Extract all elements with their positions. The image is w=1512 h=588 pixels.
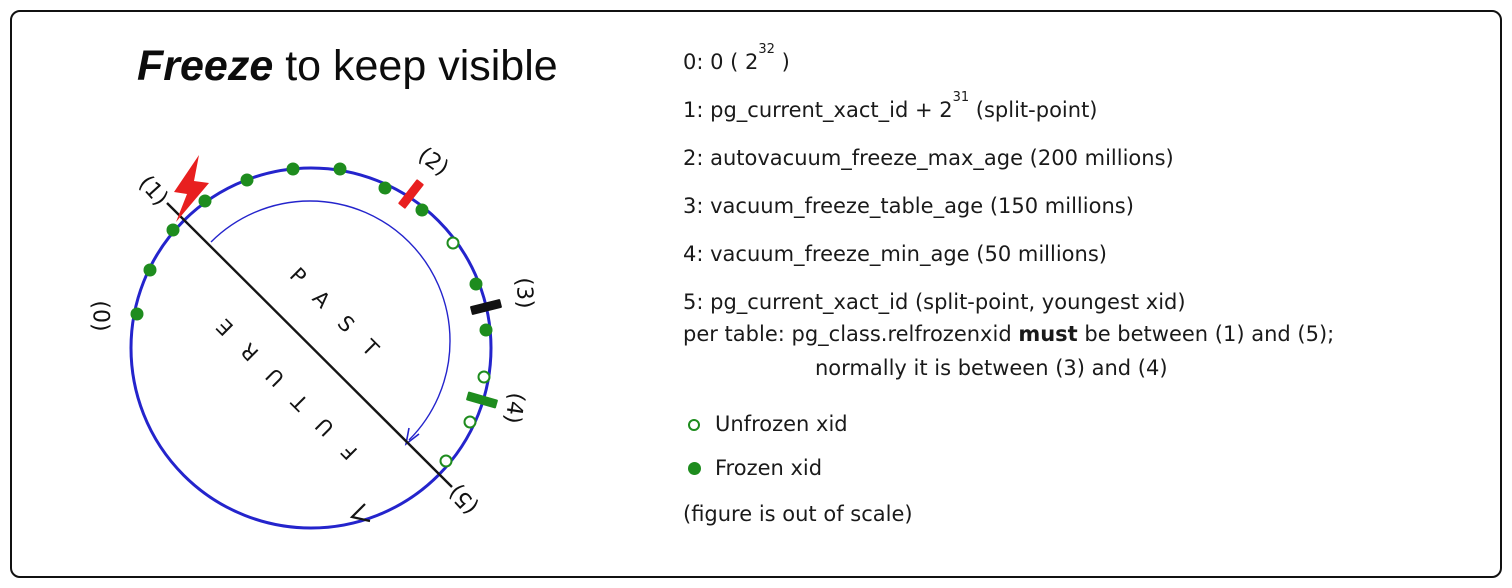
- frozen-xid-dot: [240, 173, 254, 187]
- list-item: 5: pg_current_xact_id (split-point, youn…: [683, 290, 1186, 314]
- lightning-bolt-icon: [174, 155, 209, 222]
- legend: Unfrozen xid Frozen xid: [688, 402, 848, 490]
- list-item: 4: vacuum_freeze_min_age (50 millions): [683, 242, 1107, 266]
- clockwise-arrow-icon: [349, 503, 371, 523]
- frozen-xid-dot: [333, 162, 347, 176]
- legend-label: Frozen xid: [715, 456, 823, 480]
- frozen-xid-dot: [198, 194, 212, 208]
- list-item: 2: autovacuum_freeze_max_age (200 millio…: [683, 146, 1174, 170]
- note-line-2: normally it is between (3) and (4): [815, 356, 1168, 380]
- list-item: 0: 0 ( 232 ): [683, 42, 790, 74]
- list-item: 3: vacuum_freeze_table_age (150 millions…: [683, 194, 1134, 218]
- title-rest: to keep visible: [273, 42, 558, 90]
- xid-definitions-list: 0: 0 ( 232 ) 1: pg_current_xact_id + 231…: [683, 36, 1186, 324]
- frozen-xid-dot: [130, 307, 144, 321]
- unfrozen-xid-dot: [463, 415, 477, 429]
- legend-label: Unfrozen xid: [715, 412, 848, 436]
- frozen-xid-dot: [286, 162, 300, 176]
- list-item: 1: pg_current_xact_id + 231 (split-point…: [683, 90, 1098, 122]
- unfrozen-xid-dot: [439, 454, 453, 468]
- xid-circle: [129, 166, 493, 530]
- page-title: Freeze to keep visible: [137, 42, 558, 91]
- frozen-xid-dot: [378, 181, 392, 195]
- relfrozenxid-note: per table: pg_class.relfrozenxid must be…: [683, 317, 1334, 385]
- unfrozen-xid-dot: [477, 370, 491, 384]
- past-sweep-arrow-icon: [404, 427, 420, 446]
- note-line-1: per table: pg_class.relfrozenxid must be…: [683, 322, 1335, 346]
- split-point-line: [166, 202, 453, 488]
- frozen-xid-dot: [415, 203, 429, 217]
- position-label-3: (3): [510, 276, 538, 310]
- figure-border: [10, 10, 1502, 578]
- xid-circle-diagram: (0) (1) (2) (3) (4) (5) PAST FUTURE: [0, 0, 640, 588]
- diagram-canvas: [129, 155, 493, 530]
- legend-row-unfrozen: Unfrozen xid: [688, 402, 848, 446]
- frozen-xid-dot: [143, 263, 157, 277]
- position-label-4: (4): [499, 390, 529, 426]
- frozen-xid-dot: [166, 223, 180, 237]
- past-sweep-arc: [210, 200, 451, 441]
- scale-note: (figure is out of scale): [683, 502, 913, 526]
- unfrozen-xid-dot: [446, 236, 460, 250]
- frozen-xid-dot: [479, 323, 493, 337]
- frozen-xid-icon: [688, 456, 702, 480]
- unfrozen-xid-icon: [688, 412, 702, 436]
- legend-row-frozen: Frozen xid: [688, 446, 848, 490]
- frozen-xid-dot: [469, 277, 483, 291]
- must-emphasis: must: [1018, 322, 1078, 346]
- position-label-0: (0): [87, 300, 113, 332]
- title-emphasis: Freeze: [137, 42, 274, 90]
